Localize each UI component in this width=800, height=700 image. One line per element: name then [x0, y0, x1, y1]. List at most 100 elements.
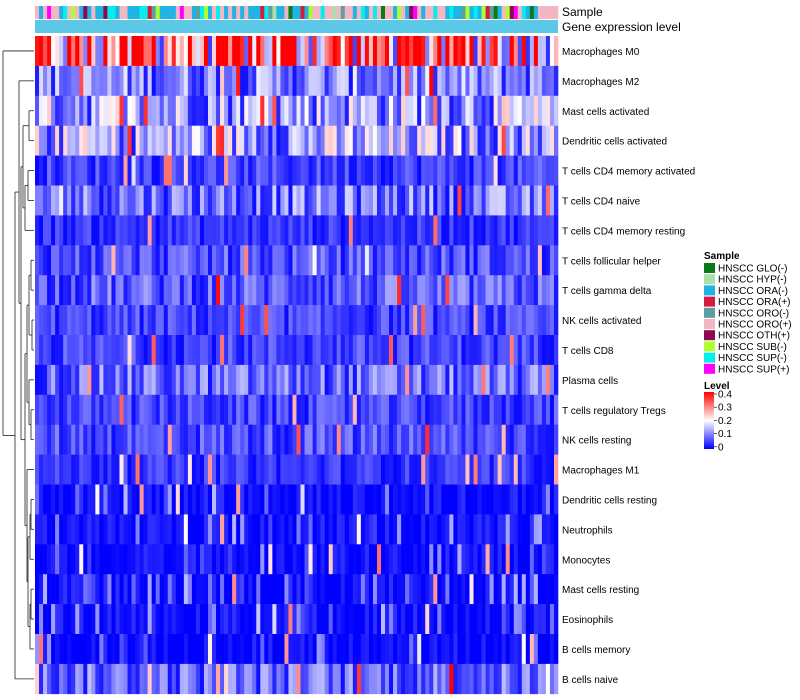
heatmap-cell: [449, 604, 454, 635]
heatmap-cell: [493, 544, 498, 575]
heatmap-cell: [111, 394, 116, 425]
heatmap-cell: [131, 454, 136, 485]
heatmap-cell: [445, 424, 450, 455]
heatmap-cell: [401, 394, 406, 425]
heatmap-cell: [292, 424, 297, 455]
heatmap-cell: [260, 604, 265, 635]
heatmap-cell: [79, 364, 84, 396]
heatmap-cell: [316, 604, 321, 635]
heatmap-cell: [441, 424, 446, 455]
heatmap-cell: [545, 245, 551, 276]
heatmap-cell: [51, 364, 56, 396]
heatmap-cell: [433, 65, 438, 97]
heatmap-cell: [220, 424, 225, 455]
heatmap-cell: [348, 484, 354, 515]
sample-annotation-cell: [248, 6, 253, 19]
heatmap-cell: [224, 663, 229, 695]
heatmap-cell: [437, 275, 442, 306]
heatmap-cell: [409, 36, 414, 67]
heatmap-cell: [171, 125, 177, 156]
heatmap-cell: [397, 95, 402, 126]
heatmap-cell: [421, 364, 426, 396]
heatmap-cell: [521, 335, 527, 366]
heatmap-cell: [477, 245, 482, 276]
heatmap-cell: [207, 275, 213, 306]
heatmap-cell: [115, 634, 120, 665]
heatmap-cell: [256, 424, 261, 455]
heatmap-cell: [71, 454, 76, 485]
heatmap-cell: [340, 65, 346, 97]
heatmap-cell: [481, 634, 486, 665]
heatmap-cell: [525, 125, 531, 156]
heatmap-cell: [159, 544, 165, 575]
heatmap-cell: [71, 215, 76, 246]
heatmap-cell: [513, 65, 519, 97]
heatmap-cell: [417, 544, 422, 575]
heatmap-cell: [332, 514, 338, 545]
heatmap-cell: [264, 65, 269, 97]
heatmap-cell: [401, 484, 406, 515]
heatmap-cell: [308, 335, 313, 366]
sample-annotation-cell: [449, 6, 454, 19]
heatmap-cell: [99, 215, 104, 246]
heatmap-cell: [389, 155, 394, 186]
heatmap-cell: [43, 245, 48, 276]
heatmap-cell: [240, 185, 245, 216]
heatmap-cell: [171, 305, 177, 336]
heatmap-cell: [385, 275, 390, 306]
heatmap-cell: [276, 335, 281, 366]
heatmap-cell: [147, 335, 152, 366]
heatmap-cell: [63, 663, 68, 695]
heatmap-cell: [79, 95, 84, 126]
heatmap-cell: [525, 394, 531, 425]
heatmap-cell: [167, 604, 173, 635]
heatmap-cell: [509, 394, 515, 425]
row-label: Dendritic cells resting: [562, 495, 657, 506]
heatmap-cell: [43, 544, 48, 575]
heatmap-cell: [39, 95, 44, 126]
heatmap-cell: [489, 65, 494, 97]
heatmap-cell: [79, 185, 84, 216]
heatmap-cell: [248, 454, 253, 485]
heatmap-cell: [352, 185, 358, 216]
heatmap-cell: [417, 215, 422, 246]
heatmap-cell: [288, 335, 293, 366]
heatmap-cell: [312, 514, 317, 545]
heatmap-cell: [461, 125, 466, 156]
sample-annotation-cell: [67, 6, 72, 19]
heatmap-cell: [95, 394, 100, 425]
heatmap-cell: [300, 574, 305, 605]
heatmap-cell: [489, 155, 494, 186]
heatmap-cell: [103, 364, 108, 396]
heatmap-cell: [433, 155, 438, 186]
heatmap-cell: [501, 245, 506, 276]
heatmap-cell: [409, 604, 414, 635]
heatmap-cell: [473, 484, 478, 515]
heatmap-cell: [445, 95, 450, 126]
heatmap-cell: [220, 275, 225, 306]
heatmap-cell: [372, 604, 378, 635]
heatmap-cell: [545, 663, 551, 695]
heatmap-cell: [509, 335, 515, 366]
heatmap-cell: [55, 65, 60, 97]
heatmap-cell: [425, 215, 430, 246]
heatmap-cell: [441, 544, 446, 575]
heatmap-cell: [51, 604, 56, 635]
heatmap-cell: [268, 394, 273, 425]
heatmap-cell: [115, 65, 120, 97]
heatmap-cell: [51, 663, 56, 695]
heatmap-cell: [445, 125, 450, 156]
heatmap-cell: [372, 275, 378, 306]
heatmap-cell: [236, 335, 241, 366]
heatmap-cell: [304, 335, 309, 366]
heatmap-cell: [340, 275, 346, 306]
heatmap-cell: [43, 604, 48, 635]
heatmap-cell: [119, 574, 124, 605]
heatmap-cell: [55, 484, 60, 515]
expression-level-annotation-bar: [35, 20, 558, 33]
heatmap-cell: [91, 185, 96, 216]
heatmap-cell: [397, 634, 402, 665]
heatmap-cell: [240, 305, 245, 336]
heatmap-cell: [280, 275, 285, 306]
heatmap-cell: [541, 305, 547, 336]
